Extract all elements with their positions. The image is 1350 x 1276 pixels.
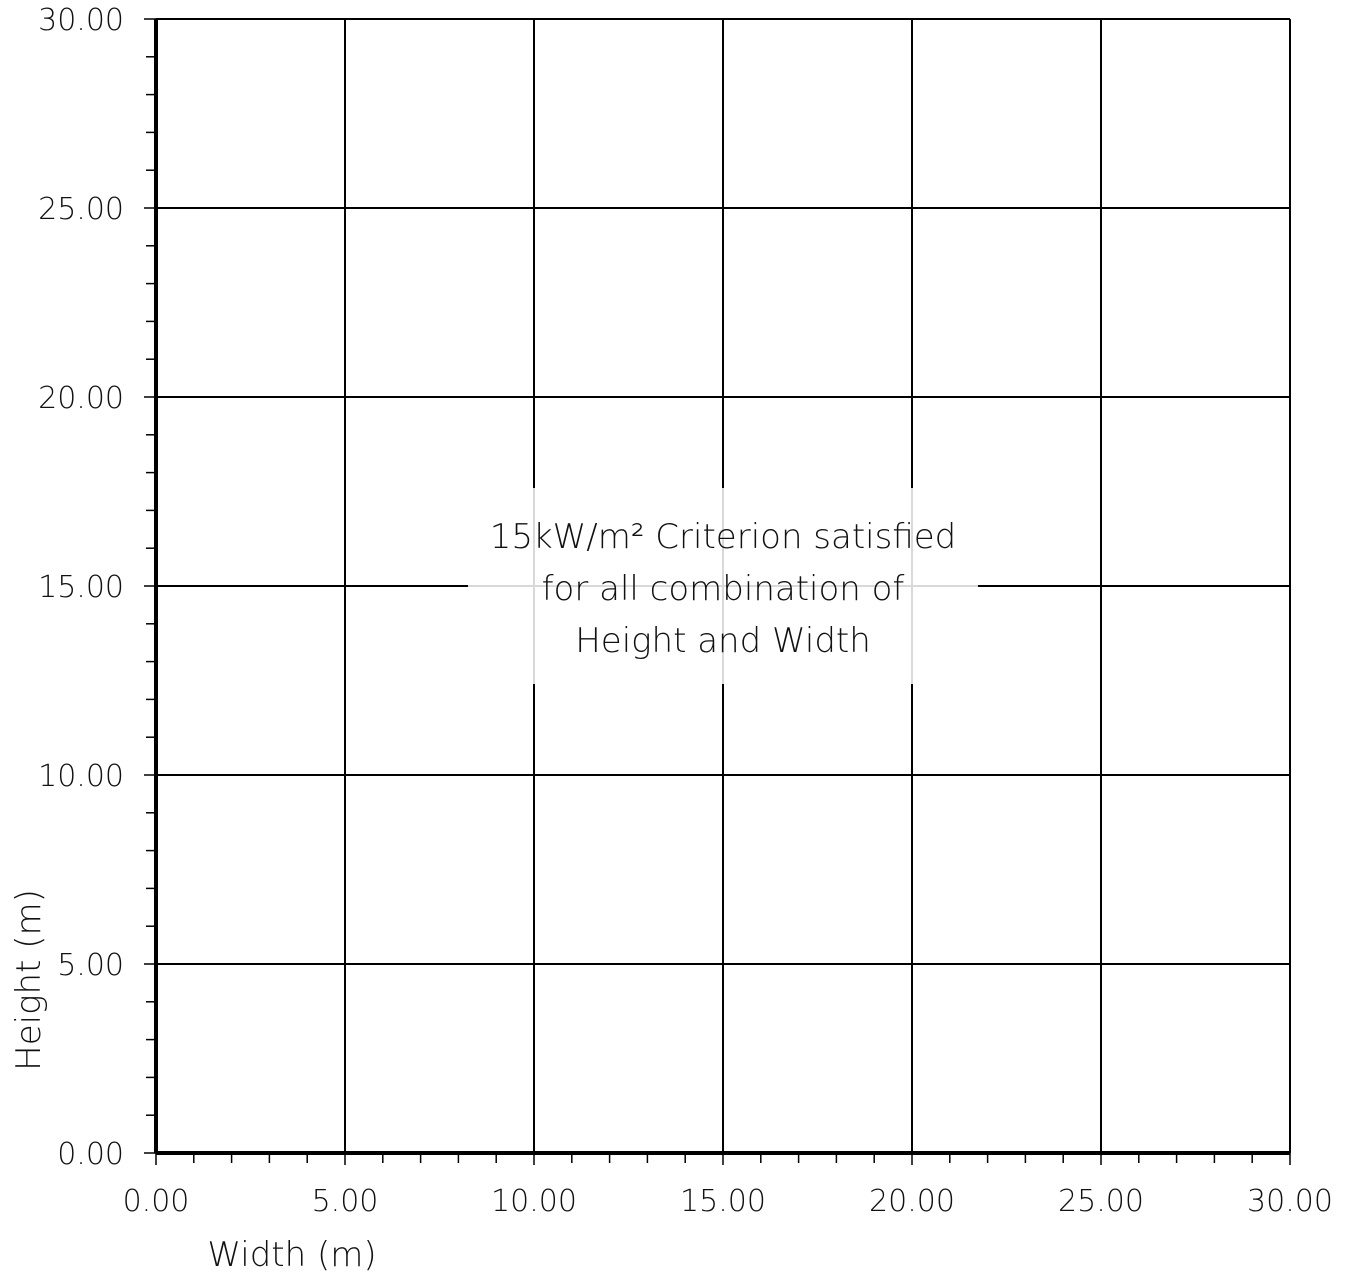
y-tick-label: 25.00 [38, 192, 124, 227]
x-tick-label: 0.00 [123, 1184, 190, 1219]
x-tick-label: 5.00 [312, 1184, 379, 1219]
annotation-line: 15kW/m² Criterion satisfied [490, 517, 957, 557]
x-tick-label: 15.00 [680, 1184, 766, 1219]
annotation-line: Height and Width [575, 621, 871, 661]
x-tick-label: 30.00 [1247, 1184, 1333, 1219]
x-axis-title: Width (m) [207, 1235, 376, 1275]
annotation-background [468, 488, 978, 684]
y-tick-label: 20.00 [38, 381, 124, 416]
annotation: 15kW/m² Criterion satisfied for all combi… [468, 488, 978, 684]
x-tick-labels: 0.00 5.00 10.00 15.00 20.00 25.00 30.00 [123, 1184, 1333, 1219]
y-tick-label: 30.00 [38, 3, 124, 38]
y-tick-labels: 0.00 5.00 10.00 15.00 20.00 25.00 30.00 [38, 3, 124, 1172]
y-tick-label: 5.00 [57, 948, 124, 983]
y-tick-label: 15.00 [38, 570, 124, 605]
annotation-line: for all combination of [542, 569, 905, 609]
x-tick-label: 25.00 [1058, 1184, 1144, 1219]
axes [154, 19, 1290, 1155]
y-tick-label: 0.00 [57, 1137, 124, 1172]
y-axis-title: Height (m) [9, 889, 49, 1071]
x-tick-label: 10.00 [491, 1184, 577, 1219]
x-tick-label: 20.00 [869, 1184, 955, 1219]
y-tick-label: 10.00 [38, 759, 124, 794]
